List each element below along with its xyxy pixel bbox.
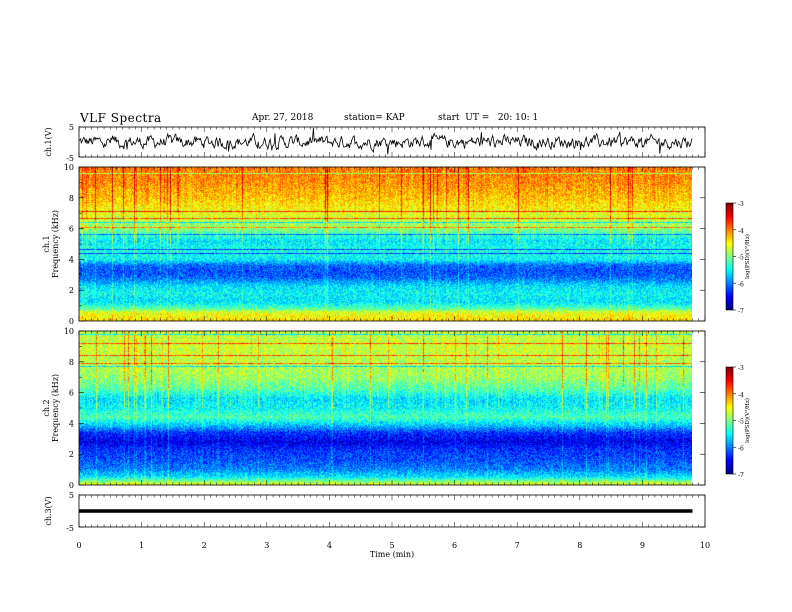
ch2_spectrogram-colorbar-tick-label: -6: [738, 445, 744, 452]
x-tick-label: 10: [700, 541, 710, 550]
ch1_spectrogram-colorbar-label: log(PSD)(V²/Hz): [744, 234, 751, 279]
ch1_spectrogram-y-tick-label: 6: [69, 225, 74, 234]
x-tick-label: 3: [264, 541, 269, 550]
ch2_spectrogram-y-tick-label: 4: [69, 419, 74, 428]
x-tick-label: 5: [389, 541, 394, 550]
ch2_spectrogram-image: [79, 331, 692, 485]
ch1_waveform-y-tick-label: 5: [69, 123, 74, 132]
ch1_waveform-trace: [78, 127, 693, 155]
ch1_waveform-y-tick-label: -5: [66, 154, 74, 163]
x-tick-label: 9: [640, 541, 645, 550]
ch1_spectrogram-colorbar-tick-label: -6: [738, 281, 744, 288]
ch1_spectrogram-y-tick-label: 2: [69, 286, 74, 295]
x-tick-label: 8: [577, 541, 582, 550]
ch1_spectrogram-colorbar: [726, 203, 733, 310]
start-time-label: start UT = 20: 10: 1: [438, 113, 539, 123]
ch1_spectrogram-y-tick-label: 0: [69, 317, 74, 326]
ch2_spectrogram-y-tick-label: 8: [69, 358, 74, 367]
ch2_spectrogram-colorbar-tick-label: -3: [738, 365, 744, 372]
chart-title: VLF Spectra: [80, 111, 162, 125]
ch2_spectrogram-colorbar-tick-label: -4: [738, 392, 744, 399]
ch1_spectrogram-image: [79, 167, 692, 321]
ch3_waveform-ylabel: ch.3(V): [44, 496, 53, 525]
ch1_spectrogram-y-tick-label: 4: [69, 255, 74, 264]
ch2_spectrogram-ylabel-channel: ch.2: [42, 399, 51, 416]
ch1_spectrogram-y-tick-label: 8: [69, 194, 74, 203]
date-label: Apr. 27, 2018: [252, 113, 314, 123]
x-axis-label: Time (min): [370, 550, 414, 559]
station-label: station= KAP: [344, 113, 405, 123]
ch2_spectrogram-y-tick-label: 6: [69, 389, 74, 398]
ch1_spectrogram-colorbar-tick-label: -3: [738, 201, 744, 208]
x-tick-label: 1: [139, 541, 144, 550]
ch3_waveform-y-tick-label: 5: [69, 491, 74, 500]
ch1_spectrogram-ylabel-axis: Frequency (kHz): [51, 210, 60, 278]
ch2_spectrogram-colorbar: [726, 367, 733, 474]
x-tick-label: 7: [515, 541, 520, 550]
ch1_spectrogram-ylabel-channel: ch.1: [42, 235, 51, 252]
x-tick-label: 4: [327, 541, 332, 550]
x-tick-label: 6: [452, 541, 457, 550]
ch2_spectrogram-colorbar-label: log(PSD)(V²/Hz): [744, 398, 751, 443]
ch2_spectrogram-colorbar-tick-label: -5: [738, 419, 744, 426]
x-tick-label: 0: [76, 541, 81, 550]
ch1_spectrogram-colorbar-tick-label: -5: [738, 255, 744, 262]
ch2_spectrogram-y-tick-label: 10: [64, 327, 74, 336]
ch2_spectrogram-y-tick-label: 0: [69, 481, 74, 490]
ch1_spectrogram-colorbar-tick-label: -7: [738, 308, 744, 315]
ch1_waveform-ylabel: ch.1(V): [44, 127, 53, 156]
ch1_spectrogram-colorbar-tick-label: -4: [738, 228, 744, 235]
ch1_spectrogram-y-tick-label: 10: [64, 163, 74, 172]
ch2_spectrogram-colorbar-tick-label: -7: [738, 472, 744, 479]
ch2_spectrogram-y-tick-label: 2: [69, 450, 74, 459]
ch3_waveform-y-tick-label: -5: [66, 524, 74, 533]
x-tick-label: 2: [202, 541, 207, 550]
ch2_spectrogram-ylabel-axis: Frequency (kHz): [51, 374, 60, 442]
